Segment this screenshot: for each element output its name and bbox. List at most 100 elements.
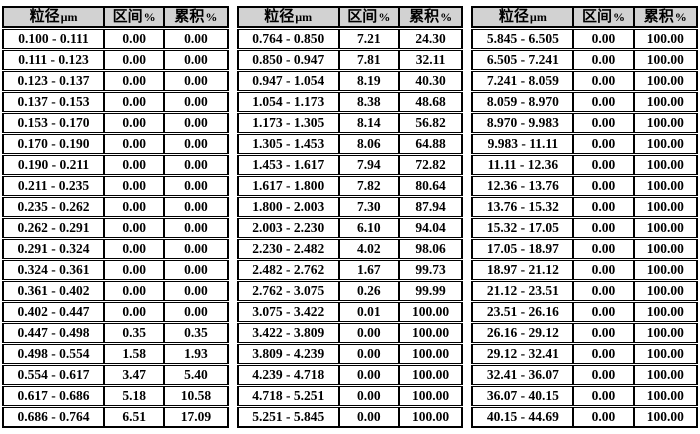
cell-size-range: 1.617 - 1.800 <box>252 178 325 194</box>
cell-interval-percent: 8.06 <box>337 135 398 153</box>
table-row: 0.686 - 0.764 6.51 17.09 <box>2 407 229 428</box>
cell-cumulative-percent: 32.11 <box>397 51 461 69</box>
cell-cumulative-percent: 100.00 <box>632 135 696 153</box>
cell-size-range: 0.291 - 0.324 <box>17 241 90 257</box>
cell-size-range: 0.361 - 0.402 <box>17 283 90 299</box>
cell-size-range: 2.230 - 2.482 <box>252 241 325 257</box>
cell-interval-percent: 5.18 <box>103 387 163 405</box>
column-header-cumulative: 累积% <box>632 8 696 26</box>
cell-interval-percent: 0.00 <box>103 51 163 69</box>
cell-cumulative-percent: 17.09 <box>163 408 226 426</box>
cell-interval-percent: 0.00 <box>572 240 632 258</box>
cell-interval-percent: 6.10 <box>337 219 398 237</box>
table-row: 0.291 - 0.324 0.00 0.00 <box>2 239 229 259</box>
cell-interval-percent: 0.00 <box>337 408 398 426</box>
table-row: 0.498 - 0.554 1.58 1.93 <box>2 344 229 364</box>
cell-cumulative-percent: 80.64 <box>397 177 461 195</box>
cell-interval-percent: 0.00 <box>572 345 632 363</box>
table-row: 0.324 - 0.361 0.00 0.00 <box>2 260 229 280</box>
cell-cumulative-percent: 72.82 <box>397 156 461 174</box>
cell-size-range: 5.251 - 5.845 <box>252 409 325 425</box>
table-row: 0.361 - 0.402 0.00 0.00 <box>2 281 229 301</box>
cell-cumulative-percent: 40.30 <box>397 72 461 90</box>
table-row: 18.97 - 21.12 0.00 100.00 <box>471 260 699 280</box>
cell-cumulative-percent: 56.82 <box>397 114 461 132</box>
cell-cumulative-percent: 100.00 <box>397 387 461 405</box>
cell-cumulative-percent: 24.30 <box>397 30 461 48</box>
table-row: 0.211 - 0.235 0.00 0.00 <box>2 176 229 196</box>
cell-interval-percent: 7.81 <box>337 51 398 69</box>
cell-interval-percent: 1.58 <box>103 345 163 363</box>
cell-size-range: 0.324 - 0.361 <box>17 262 90 278</box>
column-header-size: 粒径 µm <box>473 8 572 26</box>
cell-interval-percent: 0.00 <box>337 366 398 384</box>
cell-size-range: 8.059 - 8.970 <box>486 94 559 110</box>
cell-size-range: 23.51 - 26.16 <box>486 304 559 320</box>
interval-label: 区间 <box>112 8 143 25</box>
cell-size-range: 0.123 - 0.137 <box>17 73 90 89</box>
table-row: 2.230 - 2.482 4.02 98.06 <box>236 239 464 259</box>
cell-size-range: 26.16 - 29.12 <box>486 325 559 341</box>
cell-cumulative-percent: 1.93 <box>163 345 226 363</box>
cell-size-range: 0.262 - 0.291 <box>17 220 90 236</box>
cell-size-range: 0.554 - 0.617 <box>17 367 90 383</box>
cell-cumulative-percent: 94.04 <box>397 219 461 237</box>
table-row: 3.809 - 4.239 0.00 100.00 <box>236 344 464 364</box>
table-row: 12.36 - 13.76 0.00 100.00 <box>471 176 699 196</box>
cell-interval-percent: 7.30 <box>337 198 398 216</box>
size-label: 粒径 <box>29 8 60 25</box>
column-header-interval: 区间% <box>337 8 398 26</box>
table-row: 8.970 - 9.983 0.00 100.00 <box>471 113 699 133</box>
table-row: 0.235 - 0.262 0.00 0.00 <box>2 197 229 217</box>
cell-size-range: 0.617 - 0.686 <box>17 388 90 404</box>
table-row: 32.41 - 36.07 0.00 100.00 <box>471 365 699 385</box>
cell-cumulative-percent: 100.00 <box>632 261 696 279</box>
percent-sign: % <box>143 10 156 24</box>
cell-size-range: 21.12 - 23.51 <box>486 283 559 299</box>
table-row: 29.12 - 32.41 0.00 100.00 <box>471 344 699 364</box>
cell-size-range: 13.76 - 15.32 <box>486 199 559 215</box>
cell-cumulative-percent: 0.00 <box>163 30 226 48</box>
table-row: 1.800 - 2.003 7.30 87.94 <box>236 197 464 217</box>
cell-cumulative-percent: 0.00 <box>163 156 226 174</box>
cell-cumulative-percent: 100.00 <box>632 345 696 363</box>
cell-interval-percent: 0.00 <box>572 219 632 237</box>
cell-size-range: 0.402 - 0.447 <box>17 304 90 320</box>
table-row: 0.137 - 0.153 0.00 0.00 <box>2 92 229 112</box>
percent-sign: % <box>378 10 391 24</box>
interval-label: 区间 <box>347 8 378 25</box>
cell-interval-percent: 0.26 <box>337 282 398 300</box>
cell-interval-percent: 0.00 <box>572 282 632 300</box>
cell-size-range: 3.422 - 3.809 <box>252 325 325 341</box>
cell-size-range: 12.36 - 13.76 <box>486 178 559 194</box>
table-row: 5.845 - 6.505 0.00 100.00 <box>471 29 699 49</box>
table-row: 4.718 - 5.251 0.00 100.00 <box>236 386 464 406</box>
particle-size-table-3: 粒径 µm 区间% 累积% 5.845 - 6.505 0.00 100.00 6… <box>471 6 699 428</box>
cell-interval-percent: 0.00 <box>572 114 632 132</box>
percent-sign: % <box>440 10 453 24</box>
table-row: 0.123 - 0.137 0.00 0.00 <box>2 71 229 91</box>
cell-cumulative-percent: 0.00 <box>163 177 226 195</box>
cell-size-range: 4.718 - 5.251 <box>252 388 325 404</box>
cell-size-range: 5.845 - 6.505 <box>486 31 559 47</box>
table-row: 9.983 - 11.11 0.00 100.00 <box>471 134 699 154</box>
cell-size-range: 15.32 - 17.05 <box>486 220 559 236</box>
cell-cumulative-percent: 100.00 <box>632 303 696 321</box>
table-row: 0.100 - 0.111 0.00 0.00 <box>2 29 229 49</box>
cell-cumulative-percent: 100.00 <box>632 51 696 69</box>
cell-cumulative-percent: 0.00 <box>163 114 226 132</box>
cell-interval-percent: 0.00 <box>572 387 632 405</box>
table-row: 1.453 - 1.617 7.94 72.82 <box>236 155 464 175</box>
cell-cumulative-percent: 100.00 <box>632 30 696 48</box>
cell-size-range: 0.211 - 0.235 <box>17 178 90 194</box>
cell-cumulative-percent: 100.00 <box>397 345 461 363</box>
table-row: 0.402 - 0.447 0.00 0.00 <box>2 302 229 322</box>
cell-cumulative-percent: 100.00 <box>632 156 696 174</box>
cell-cumulative-percent: 0.00 <box>163 240 226 258</box>
cell-cumulative-percent: 0.00 <box>163 261 226 279</box>
table-row: 40.15 - 44.69 0.00 100.00 <box>471 407 699 428</box>
table-row: 4.239 - 4.718 0.00 100.00 <box>236 365 464 385</box>
cell-cumulative-percent: 100.00 <box>632 198 696 216</box>
table-row: 0.554 - 0.617 3.47 5.40 <box>2 365 229 385</box>
